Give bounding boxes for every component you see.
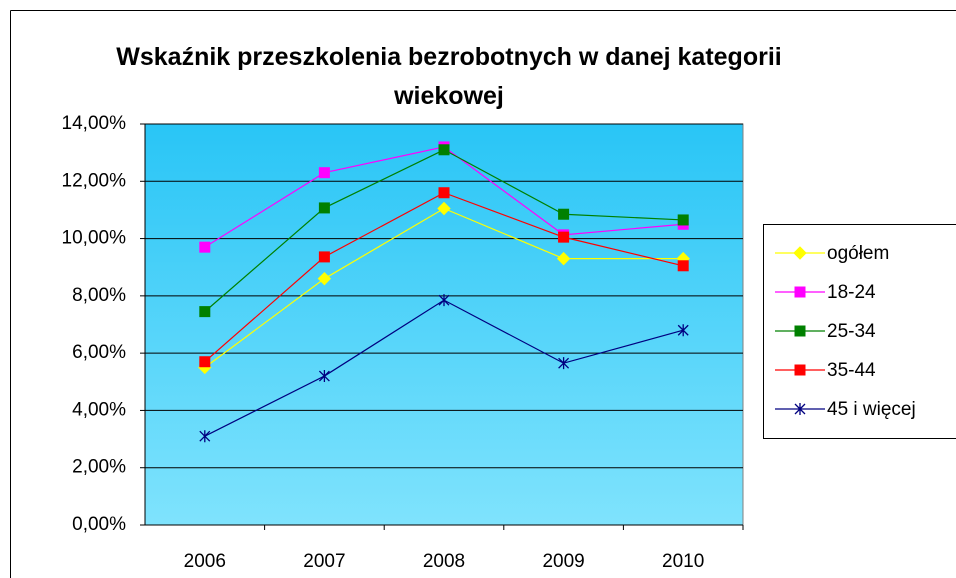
data-point xyxy=(318,202,330,214)
y-tick-label: 12,00% xyxy=(62,170,127,191)
data-point xyxy=(318,370,330,383)
data-point xyxy=(199,430,211,443)
legend-marker xyxy=(794,403,806,415)
data-point xyxy=(318,167,330,179)
plot-area xyxy=(144,123,744,526)
data-point xyxy=(438,187,450,199)
data-point xyxy=(199,241,211,253)
data-point xyxy=(199,306,211,318)
data-point xyxy=(677,324,689,337)
y-tick-label: 0,00% xyxy=(72,514,126,535)
data-point xyxy=(438,144,450,156)
y-tick-label: 8,00% xyxy=(72,285,126,306)
legend-marker xyxy=(794,325,806,337)
legend-label: 25-34 xyxy=(827,321,876,342)
data-point xyxy=(558,357,570,370)
data-point xyxy=(558,231,570,243)
data-point xyxy=(199,356,211,368)
legend-label: 35-44 xyxy=(827,360,876,381)
data-point xyxy=(677,214,689,226)
legend-marker xyxy=(794,286,806,298)
legend-label: 18-24 xyxy=(827,282,876,303)
data-point xyxy=(318,251,330,263)
y-tick-label: 4,00% xyxy=(72,399,126,420)
legend-marker xyxy=(794,364,806,376)
legend-label: ogółem xyxy=(827,243,889,264)
data-point xyxy=(558,208,570,220)
x-tick-label: 2007 xyxy=(303,551,345,572)
x-tick-label: 2006 xyxy=(184,551,226,572)
y-tick-label: 14,00% xyxy=(62,113,127,134)
data-point xyxy=(437,201,451,216)
data-point xyxy=(438,294,450,307)
x-tick-label: 2010 xyxy=(662,551,704,572)
y-tick-label: 2,00% xyxy=(72,457,126,478)
x-tick-label: 2008 xyxy=(423,551,465,572)
legend-marker xyxy=(793,246,807,260)
y-tick-label: 10,00% xyxy=(62,228,127,249)
data-point xyxy=(556,251,571,266)
legend-label: 45 i więcej xyxy=(827,399,916,420)
x-tick-label: 2009 xyxy=(542,551,584,572)
chart-title: Wskaźnik przeszkolenia bezrobotnych w da… xyxy=(116,43,782,110)
data-point xyxy=(317,271,332,286)
y-tick-label: 6,00% xyxy=(72,342,126,363)
data-point xyxy=(677,260,689,272)
